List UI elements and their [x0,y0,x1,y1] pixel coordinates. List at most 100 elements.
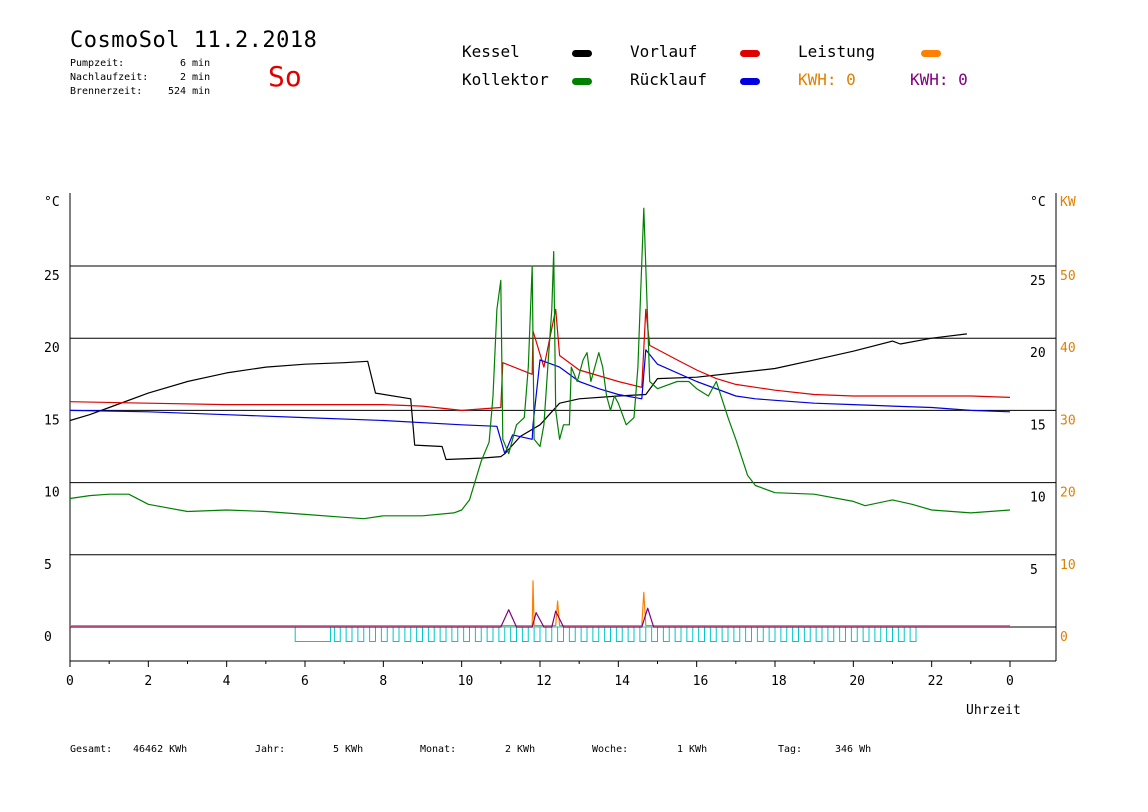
y-power-unit: KW [1060,195,1076,210]
legend-swatch-vorlauf [740,50,760,57]
legend-kwh-purple: KWH: 0 [910,70,968,89]
y-right-tick-label: 25 [1030,274,1046,289]
info-label-brenner: Brennerzeit: [70,86,143,97]
pump-pulse [498,627,506,642]
pump-pulse [768,627,776,642]
y-right-tick-label: 10 [1030,491,1046,506]
legend-label-kollektor: Kollektor [462,70,549,89]
y-left-tick-label: 0 [44,630,52,645]
pump-pulse [780,627,788,642]
pump-pulse [639,627,647,642]
pump-pulse [803,627,811,642]
series-line-rcklauf [69,349,1011,455]
y-left-tick-label: 20 [44,341,60,356]
series-line-5 [70,607,1010,628]
pump-pulse [651,627,658,642]
x-tick-label: 20 [849,674,865,689]
legend-label-leistung: Leistung [798,42,876,61]
pump-pulse [897,627,905,642]
legend-kwh-orange: KWH: 0 [798,70,856,89]
series-line-leistung [70,580,1010,627]
y-right-tick-label: 20 [1030,346,1046,361]
x-tick-label: 12 [536,674,552,689]
pump-pulse [568,627,576,642]
pump-pulse [380,627,388,642]
x-tick-label: 2 [144,674,152,689]
x-axis-label: Uhrzeit [966,703,1021,718]
pump-pulse [909,627,917,642]
series-line-kessel [69,333,967,461]
pump-pulse [427,627,435,642]
footer-jahr-label: Jahr: [255,744,286,755]
y-left-tick-label: 15 [44,413,60,428]
pump-pulse [815,627,823,642]
pump-pulse [557,627,564,642]
pump-pulse [416,627,423,642]
x-tick-label: 16 [693,674,709,689]
y-left-tick-label: 10 [44,486,60,501]
pump-pulse [533,627,541,642]
footer-gesamt-value: 46462 KWh [133,744,188,755]
pump-pulse [357,627,365,642]
pump-pulse [592,627,600,642]
pump-pulse [839,627,846,642]
y-left-tick-label: 5 [44,558,52,573]
pump-pulse [510,627,517,642]
pump-pulse [486,627,494,642]
pump-pulse [721,627,729,642]
pump-pulse [745,627,752,642]
pump-pulse [392,627,400,642]
x-tick-label: 8 [379,674,387,689]
footer-monat-label: Monat: [420,744,457,755]
y-power-tick-label: 40 [1060,341,1076,356]
pump-pulse [439,627,447,642]
legend-swatch-ruecklauf [740,78,760,85]
x-tick-label: 18 [771,674,787,689]
legend-swatch-leistung [921,50,941,57]
pump-pulse [345,627,353,642]
pump-pulse [686,627,694,642]
legend-label-vorlauf: Vorlauf [630,42,698,61]
footer-woche-value: 1 KWh [677,744,708,755]
pump-pulse [792,627,799,642]
info-label-nachlauf: Nachlaufzeit: [70,72,149,83]
pump-pulse [474,627,482,642]
pump-pulse [333,627,341,642]
pump-pulse [604,627,611,642]
footer-woche-label: Woche: [592,744,629,755]
pump-pulse [698,627,705,642]
y-right-tick-label: 15 [1030,418,1046,433]
pump-pulse [627,627,635,642]
x-tick-label: 0 [66,674,74,689]
pump-pulse [404,627,412,642]
x-tick-label: 6 [301,674,309,689]
info-value-nachlauf: 2 min [180,72,211,83]
y-power-tick-label: 30 [1060,413,1076,428]
weekday-label: So [268,60,302,93]
footer-tag-label: Tag: [778,744,803,755]
pump-pulse [862,627,870,642]
y-power-tick-label: 50 [1060,269,1076,284]
series-line-kollektor [69,207,1011,520]
page-title: CosmoSol 11.2.2018 [70,28,318,53]
pump-pulse [545,627,553,642]
pump-pulse [733,627,741,642]
x-tick-label: 0 [1006,674,1014,689]
pump-pulse [369,627,376,642]
y-power-tick-label: 20 [1060,486,1076,501]
pump-pulse [827,627,835,642]
legend-swatch-kessel [572,50,592,57]
footer-jahr-value: 5 KWh [333,744,364,755]
y-power-tick-label: 0 [1060,630,1068,645]
pump-pulse [451,627,459,642]
pump-pulse [756,627,764,642]
footer-monat-value: 2 KWh [505,744,536,755]
x-tick-label: 4 [223,674,231,689]
info-value-brenner: 524 min [168,86,211,97]
pump-pulse [674,627,682,642]
y-left-unit: °C [44,195,60,210]
x-tick-label: 10 [458,674,474,689]
legend-swatch-kollektor [572,78,592,85]
y-left-tick-label: 25 [44,269,60,284]
